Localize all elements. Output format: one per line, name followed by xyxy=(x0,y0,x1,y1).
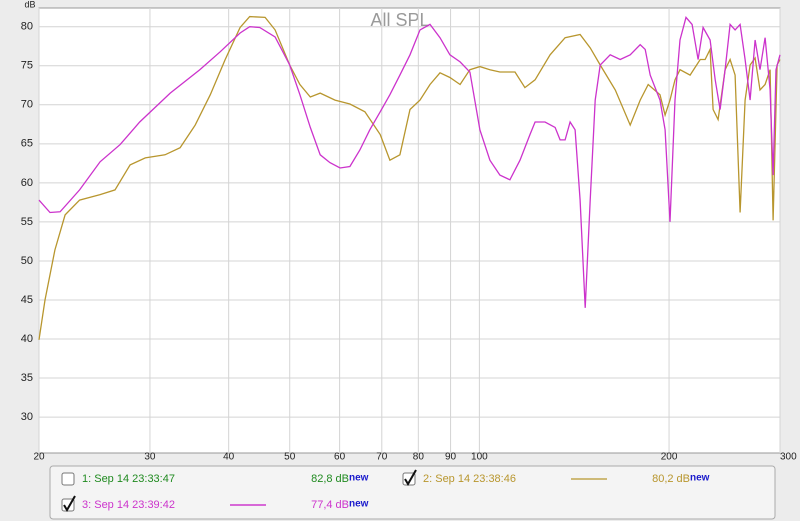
x-tick-label: 300 Hz xyxy=(780,452,800,463)
chart-title: All SPL xyxy=(370,10,429,30)
x-tick-label: 200 xyxy=(661,452,678,463)
legend-label: 2: Sep 14 23:38:46 xyxy=(423,473,516,485)
legend-badge: new xyxy=(690,473,710,484)
y-tick-label: 45 xyxy=(21,294,33,306)
legend-checkmark xyxy=(63,495,76,512)
legend-level: 80,2 dB xyxy=(652,473,690,485)
series-line xyxy=(38,16,781,308)
y-tick-label: 80 xyxy=(21,21,33,33)
y-tick-label: 40 xyxy=(21,333,33,345)
x-tick-label: 50 xyxy=(284,452,296,463)
legend-label: 1: Sep 14 23:33:47 xyxy=(82,473,175,485)
y-tick-label: 50 xyxy=(21,255,33,267)
legend-checkmark xyxy=(404,469,417,486)
legend-label: 3: Sep 14 23:39:42 xyxy=(82,499,175,511)
y-tick-label: 75 xyxy=(21,60,33,72)
x-tick-label: 60 xyxy=(334,452,346,463)
x-tick-label: 90 xyxy=(445,452,457,463)
y-tick-label: 60 xyxy=(21,177,33,189)
x-tick-label: 70 xyxy=(376,452,388,463)
y-tick-label: 55 xyxy=(21,216,33,228)
legend-level: 77,4 dB xyxy=(311,499,349,511)
y-tick-label: 65 xyxy=(21,138,33,150)
legend-level: 82,8 dB xyxy=(311,473,349,485)
legend-checkbox[interactable] xyxy=(61,472,75,486)
legend-badge: new xyxy=(349,499,369,510)
x-tick-label: 100 xyxy=(471,452,488,463)
y-axis-label: dB xyxy=(24,0,35,9)
y-tick-label: 35 xyxy=(21,372,33,384)
x-tick-label: 40 xyxy=(223,452,235,463)
x-tick-label: 30 xyxy=(144,452,156,463)
x-tick-label: 80 xyxy=(413,452,425,463)
plot-area xyxy=(38,7,781,454)
y-tick-label: 30 xyxy=(21,411,33,423)
x-tick-label: 20 xyxy=(33,452,45,463)
legend-badge: new xyxy=(349,473,369,484)
y-tick-label: 70 xyxy=(21,99,33,111)
